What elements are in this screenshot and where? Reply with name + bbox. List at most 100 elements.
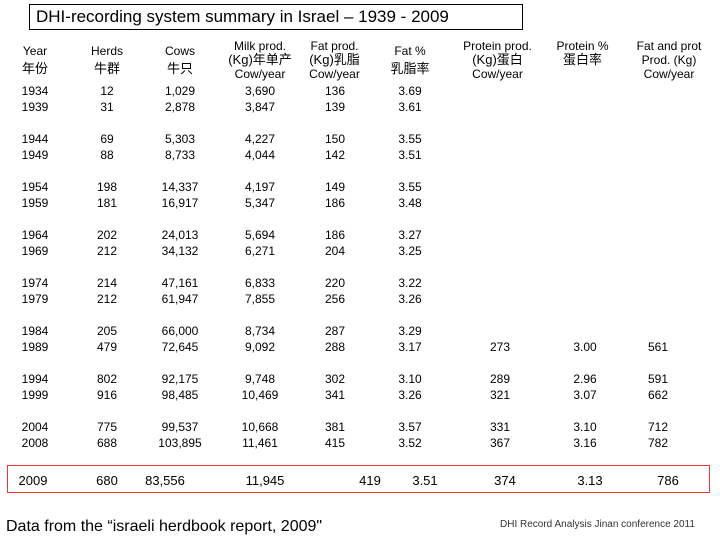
cell-value: 103,895 [158, 436, 202, 450]
page-title: DHI-recording system summary in Israel –… [29, 4, 523, 30]
cell-herds: 205 479 [82, 323, 132, 355]
header-milk-zh: (Kg)年单产 [228, 52, 292, 67]
cell-value: 2009 [18, 473, 48, 488]
cell-herds: 69 88 [82, 131, 132, 163]
cell-cows: 83,556 [140, 473, 190, 489]
cell-fat: 150 142 [300, 131, 370, 163]
cell-fatprot: 786 [638, 473, 698, 489]
cell-value: 3.16 [573, 436, 597, 450]
cell-value: 9,092 [244, 340, 276, 354]
cell-fatpct: 3.10 3.26 [382, 371, 438, 403]
cell-value: 3,690 [244, 84, 276, 98]
cell-value: 3.00 [573, 340, 597, 354]
cell-value: 1949 [21, 148, 49, 162]
cell-milk: 6,833 7,855 [222, 275, 298, 307]
cell-fat: 302 341 [300, 371, 370, 403]
cell-value: 289 [489, 372, 511, 386]
cell-value: 12 [100, 84, 114, 98]
cell-value: 2,878 [164, 100, 196, 114]
cell-protein: 273 [470, 339, 530, 355]
cell-value: 4,044 [244, 148, 276, 162]
cell-value: 3.07 [573, 388, 597, 402]
header-proteinpct: Protein % 蛋白率 [550, 39, 615, 67]
header-cows-zh: 牛只 [166, 61, 193, 76]
cell-value: 3.57 [398, 420, 422, 434]
cell-value: 8,734 [244, 324, 276, 338]
cell-year: 1954 1959 [10, 179, 60, 211]
cell-value: 381 [324, 420, 346, 434]
cell-value: 3.22 [398, 276, 422, 290]
cell-value: 5,303 [164, 132, 196, 146]
cell-value: 10,668 [241, 420, 279, 434]
cell-value: 3.51 [398, 148, 422, 162]
cell-fat: 186 204 [300, 227, 370, 259]
header-protein: Protein prod. (Kg)蛋白 Cow/year [455, 39, 540, 81]
cell-value: 136 [324, 84, 346, 98]
header-year-zh: 年份 [21, 61, 48, 76]
cell-value: 591 [647, 372, 669, 386]
cell-value: 3.26 [398, 388, 422, 402]
cell-value: 3.13 [577, 473, 603, 488]
cell-fat: 220 256 [300, 275, 370, 307]
cell-value: 11,945 [245, 473, 285, 488]
cell-value: 142 [324, 148, 346, 162]
cell-value: 712 [647, 420, 669, 434]
cell-fatpct: 3.51 [397, 473, 453, 489]
cell-value: 212 [96, 244, 118, 258]
cell-year: 1974 1979 [10, 275, 60, 307]
cell-value: 273 [489, 340, 511, 354]
cell-value: 3.10 [573, 420, 597, 434]
cell-value: 61,947 [161, 292, 199, 306]
cell-value: 16,917 [161, 196, 199, 210]
cell-value: 680 [96, 473, 118, 488]
footer-source: Data from the “israeli herdbook report, … [6, 518, 323, 535]
cell-herds: 214 212 [82, 275, 132, 307]
cell-value: 782 [647, 436, 669, 450]
cell-value: 1989 [21, 340, 49, 354]
header-fatprot-en: Fat and prot [636, 39, 702, 53]
cell-value: 11,461 [242, 436, 278, 450]
cell-value: 1979 [21, 292, 49, 306]
cell-value: 3.48 [398, 196, 422, 210]
cell-value: 3.25 [398, 244, 422, 258]
cell-value: 1,029 [164, 84, 196, 98]
cell-cows: 1,029 2,878 [155, 83, 205, 115]
header-proteinpct-en: Protein % [556, 39, 609, 53]
cell-value: 2004 [21, 420, 49, 434]
cell-value: 3.55 [398, 180, 422, 194]
cell-milk: 9,748 10,469 [222, 371, 298, 403]
cell-herds: 12 31 [82, 83, 132, 115]
header-cows: Cows 牛只 [155, 44, 205, 76]
header-fatpct-zh: 乳脂率 [390, 61, 430, 76]
header-cows-en: Cows [164, 44, 195, 58]
cell-value: 5,347 [244, 196, 276, 210]
header-herds-zh: 牛群 [93, 61, 120, 76]
cell-year: 1944 1949 [10, 131, 60, 163]
cell-fatpct: 3.55 3.51 [382, 131, 438, 163]
cell-value: 1934 [21, 84, 49, 98]
cell-value: 8,733 [164, 148, 196, 162]
cell-milk: 3,690 3,847 [222, 83, 298, 115]
cell-cows: 92,175 98,485 [155, 371, 205, 403]
cell-value: 1994 [21, 372, 49, 386]
cell-value: 1959 [21, 196, 49, 210]
cell-value: 24,013 [161, 228, 199, 242]
cell-value: 1944 [21, 132, 49, 146]
header-year: Year 年份 [10, 44, 60, 76]
cell-value: 662 [647, 388, 669, 402]
header-milk-en: Milk prod. [233, 39, 286, 53]
cell-fat: 381 415 [300, 419, 370, 451]
cell-value: 47,161 [161, 276, 199, 290]
header-herds-en: Herds [90, 44, 123, 58]
cell-value: 802 [96, 372, 118, 386]
cell-value: 98,485 [161, 388, 199, 402]
cell-fat: 287 288 [300, 323, 370, 355]
cell-protein: 331 367 [470, 419, 530, 451]
header-protein-unit: Cow/year [472, 67, 523, 81]
cell-milk: 8,734 9,092 [222, 323, 298, 355]
cell-value: 3.69 [398, 84, 422, 98]
cell-fatprot: 561 [628, 339, 688, 355]
cell-proteinpct: 3.13 [560, 473, 620, 489]
cell-herds: 202 212 [82, 227, 132, 259]
cell-value: 10,469 [241, 388, 279, 402]
